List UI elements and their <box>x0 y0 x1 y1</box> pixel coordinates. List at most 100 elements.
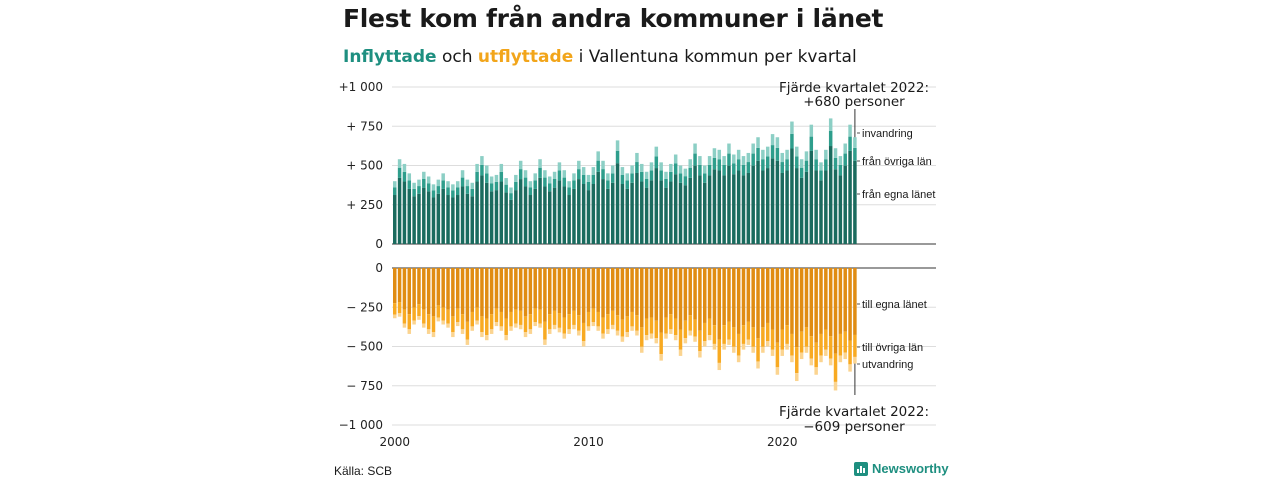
series-label-in: från övriga län <box>862 156 932 168</box>
bar-out-ovriga-lan <box>446 309 450 324</box>
bar-out-ovriga-lan <box>417 304 421 317</box>
newsworthy-logo: Newsworthy <box>854 461 949 476</box>
bar-out-egna-lanet <box>640 268 644 328</box>
bar-out-egna-lanet <box>504 268 508 319</box>
bar-in-ovriga-lan <box>446 187 450 196</box>
bar-in-invandring <box>659 162 663 171</box>
bar-in-ovriga-lan <box>397 167 402 178</box>
bar-out-utvandring <box>485 335 489 341</box>
bar-out-egna-lanet <box>586 268 591 312</box>
bar-out-egna-lanet <box>717 268 722 340</box>
bar-out-ovriga-lan <box>577 315 581 331</box>
bar-out-egna-lanet <box>436 268 441 306</box>
bar-in-ovriga-lan <box>533 180 537 189</box>
bar-in-egna-lanet <box>514 190 518 244</box>
bar-in-ovriga-lan <box>557 170 562 181</box>
bar-in-egna-lanet <box>712 169 717 244</box>
bar-in-egna-lanet <box>669 181 673 244</box>
bar-in-ovriga-lan <box>688 167 692 178</box>
bar-out-utvandring <box>717 362 722 371</box>
bar-out-egna-lanet <box>615 268 620 316</box>
bar-out-ovriga-lan <box>422 309 426 324</box>
bar-in-invandring <box>523 170 528 178</box>
bar-in-egna-lanet <box>538 177 542 244</box>
bar-out-ovriga-lan <box>756 338 760 362</box>
bar-in-egna-lanet <box>843 165 847 244</box>
bar-in-invandring <box>538 159 542 168</box>
bar-in-egna-lanet <box>654 168 659 244</box>
bar-in-egna-lanet <box>441 188 445 244</box>
bar-out-egna-lanet <box>518 268 523 311</box>
bar-out-egna-lanet <box>703 268 707 323</box>
bar-in-ovriga-lan <box>828 130 833 147</box>
bar-in-invandring <box>722 156 726 165</box>
y-tick-label-bottom: 0 <box>375 261 383 275</box>
bar-out-utvandring <box>548 329 552 334</box>
bar-out-egna-lanet <box>809 268 814 337</box>
bar-in-ovriga-lan <box>659 170 663 181</box>
bar-out-egna-lanet <box>707 268 712 319</box>
bar-in-egna-lanet <box>630 182 634 244</box>
y-tick-label-bottom: − 250 <box>346 300 383 314</box>
bar-out-egna-lanet <box>678 268 683 330</box>
bar-out-utvandring <box>698 351 702 358</box>
bar-out-utvandring <box>402 323 407 328</box>
bar-in-ovriga-lan <box>489 183 494 192</box>
bar-in-invandring <box>741 156 746 165</box>
bar-in-egna-lanet <box>460 186 465 244</box>
bar-in-invandring <box>489 176 494 184</box>
bar-in-egna-lanet <box>548 191 552 244</box>
bar-in-egna-lanet <box>499 181 504 244</box>
bar-out-utvandring <box>683 338 688 344</box>
brand-name: Newsworthy <box>872 461 949 476</box>
bar-out-utvandring <box>703 341 707 347</box>
bar-in-invandring <box>809 124 814 137</box>
bar-out-ovriga-lan <box>703 322 707 342</box>
bar-out-ovriga-lan <box>654 320 659 339</box>
bar-in-egna-lanet <box>465 193 470 244</box>
bar-in-invandring <box>620 167 625 175</box>
bar-out-ovriga-lan <box>431 316 436 333</box>
bar-out-egna-lanet <box>698 268 702 331</box>
bar-out-utvandring <box>828 358 833 366</box>
bar-out-egna-lanet <box>654 268 659 321</box>
bar-in-invandring <box>422 171 426 180</box>
bar-out-utvandring <box>727 339 731 345</box>
bar-in-ovriga-lan <box>577 169 581 180</box>
bar-in-egna-lanet <box>785 170 789 244</box>
bar-out-egna-lanet <box>843 268 847 332</box>
bar-in-egna-lanet <box>586 190 591 244</box>
bar-out-utvandring <box>431 332 436 338</box>
bar-out-utvandring <box>441 320 445 325</box>
bar-out-utvandring <box>630 326 634 331</box>
bar-in-invandring <box>765 146 770 157</box>
bar-out-ovriga-lan <box>770 329 775 350</box>
bar-in-invandring <box>756 137 760 148</box>
bar-in-invandring <box>518 160 523 170</box>
bar-in-invandring <box>751 143 755 154</box>
bar-out-utvandring <box>606 329 610 334</box>
bar-in-ovriga-lan <box>431 190 436 198</box>
bar-in-egna-lanet <box>678 182 683 244</box>
bar-in-egna-lanet <box>770 158 775 244</box>
bar-in-egna-lanet <box>402 181 407 244</box>
bar-out-egna-lanet <box>606 268 610 315</box>
bar-in-invandring <box>577 160 581 170</box>
bar-out-utvandring <box>853 356 857 364</box>
bar-in-invandring <box>543 170 547 178</box>
bar-out-egna-lanet <box>431 268 436 317</box>
bar-out-utvandring <box>688 330 692 336</box>
bar-out-ovriga-lan <box>397 302 402 314</box>
bar-in-ovriga-lan <box>664 179 668 188</box>
bar-in-ovriga-lan <box>853 147 857 161</box>
bar-out-utvandring <box>640 346 644 353</box>
bar-in-egna-lanet <box>664 187 668 244</box>
bar-out-utvandring <box>393 314 397 319</box>
bar-out-egna-lanet <box>824 268 828 330</box>
bar-in-egna-lanet <box>795 168 799 244</box>
bar-out-egna-lanet <box>509 268 513 312</box>
bar-in-invandring <box>596 151 600 161</box>
y-tick-label-bottom: −1 000 <box>339 418 383 432</box>
bar-out-ovriga-lan <box>833 353 838 382</box>
bar-out-egna-lanet <box>407 268 412 315</box>
